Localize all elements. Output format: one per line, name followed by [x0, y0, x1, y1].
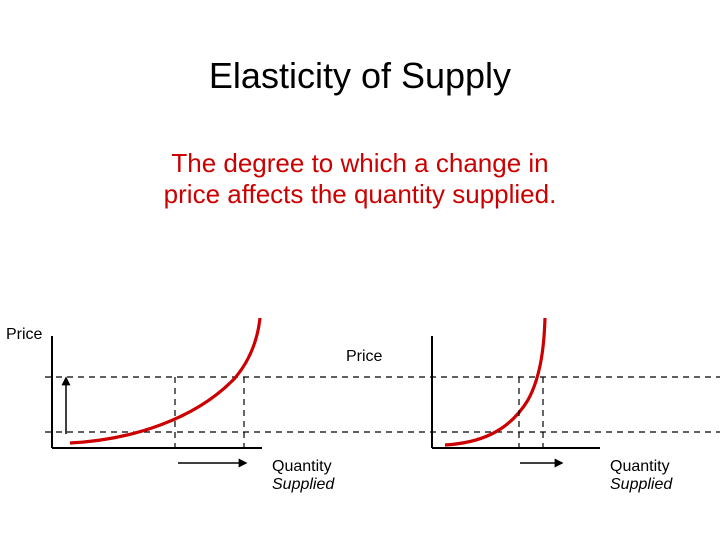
left-quantity-label: Quantity Supplied — [272, 458, 334, 495]
horizontal-dashed-lines — [45, 377, 720, 432]
quantity-text: Quantity — [272, 458, 332, 475]
right-supply-curve — [445, 318, 545, 445]
left-price-label: Price — [6, 326, 42, 344]
left-supply-curve — [70, 318, 260, 443]
slide: Elasticity of Supply The degree to which… — [0, 0, 720, 540]
supplied-text: Supplied — [272, 476, 334, 493]
supplied-text: Supplied — [610, 476, 672, 493]
left-chart — [52, 318, 262, 463]
right-quantity-label: Quantity Supplied — [610, 458, 672, 495]
right-price-label: Price — [346, 348, 382, 366]
right-chart — [432, 318, 600, 463]
quantity-text: Quantity — [610, 458, 670, 475]
